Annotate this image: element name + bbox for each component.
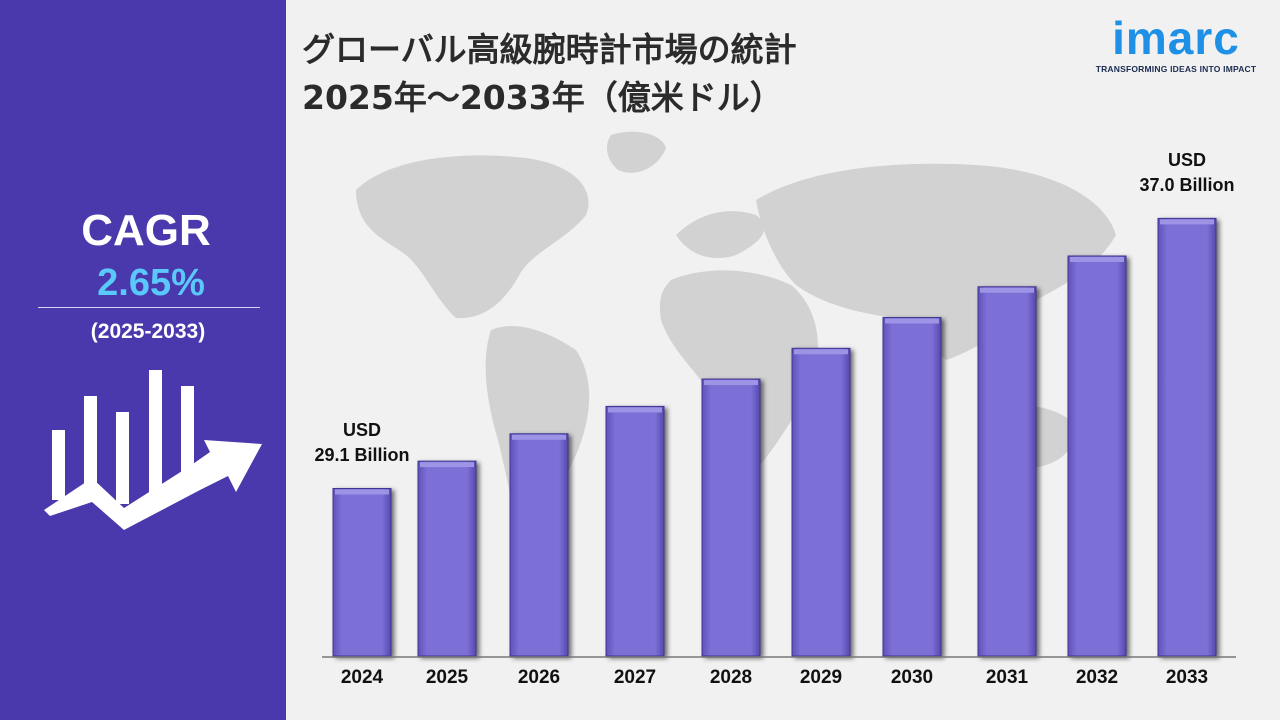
bar-top-highlight-2033: [1160, 219, 1214, 225]
bar-top-highlight-2032: [1070, 256, 1124, 262]
bar-top-highlight-2025: [420, 462, 474, 468]
bar-top-highlight-2027: [608, 407, 662, 413]
x-tick-label: 2024: [341, 667, 384, 688]
last-value-annotation: USD 37.0 Billion: [1117, 148, 1257, 198]
x-tick-label: 2026: [518, 667, 560, 688]
x-tick-label: 2032: [1076, 667, 1118, 688]
bar-2024: [332, 487, 392, 657]
bar-top-highlight-2028: [704, 380, 758, 386]
bar-top-highlight-2029: [794, 349, 848, 355]
cagr-label: CAGR: [81, 206, 211, 255]
x-tick-label: 2031: [986, 667, 1029, 688]
first-annotation-amount: 29.1 Billion: [314, 445, 410, 466]
bar-2026: [509, 433, 569, 657]
first-annotation-currency: USD: [342, 420, 381, 441]
bar-2028: [701, 378, 761, 657]
x-tick-label: 2025: [426, 667, 469, 688]
x-tick-label: 2027: [614, 667, 656, 688]
title-line-1: グローバル高級腕時計市場の統計: [302, 30, 797, 69]
brand-name: imarc: [1112, 12, 1240, 64]
brand-tagline: TRANSFORMING IDEAS INTO IMPACT: [1095, 64, 1257, 74]
bar-2031: [977, 286, 1037, 657]
bar-2032: [1067, 255, 1127, 657]
bar-2029: [791, 347, 851, 657]
cagr-panel: CAGR 2.65% (2025-2033): [0, 0, 286, 720]
x-tick-label: 2028: [710, 667, 752, 688]
first-value-annotation: USD 29.1 Billion: [292, 418, 432, 468]
cagr-divider: [38, 307, 260, 308]
bar-top-highlight-2024: [335, 489, 389, 495]
x-tick-label: 2033: [1166, 667, 1208, 688]
chart-area: グローバル高級腕時計市場の統計 2025年～2033年（億米ドル） imarc …: [286, 0, 1280, 720]
bar-2027: [605, 405, 665, 657]
imarc-logo: imarc TRANSFORMING IDEAS INTO IMPACT: [1086, 10, 1266, 74]
bar-top-highlight-2026: [512, 434, 566, 440]
bar-top-highlight-2030: [885, 318, 939, 324]
bar-2025: [417, 460, 477, 657]
last-annotation-amount: 37.0 Billion: [1139, 175, 1235, 196]
cagr-period: (2025-2033): [90, 320, 206, 343]
bar-chart: 2024 2025 2026 2027 2028 2029 2030 2031 2032 2033: [322, 217, 1236, 688]
bar-2030: [882, 317, 942, 657]
chart-title: グローバル高級腕時計市場の統計 2025年～2033年（億米ドル）: [302, 26, 797, 122]
growth-chart-icon: [44, 370, 262, 530]
x-tick-label: 2030: [891, 667, 933, 688]
last-annotation-currency: USD: [1167, 150, 1206, 171]
bar-2033: [1157, 217, 1217, 657]
cagr-value: 2.65%: [97, 262, 205, 304]
bar-top-highlight-2031: [980, 287, 1034, 293]
title-line-2: 2025年～2033年（億米ドル）: [302, 78, 783, 117]
x-tick-label: 2029: [800, 667, 842, 688]
